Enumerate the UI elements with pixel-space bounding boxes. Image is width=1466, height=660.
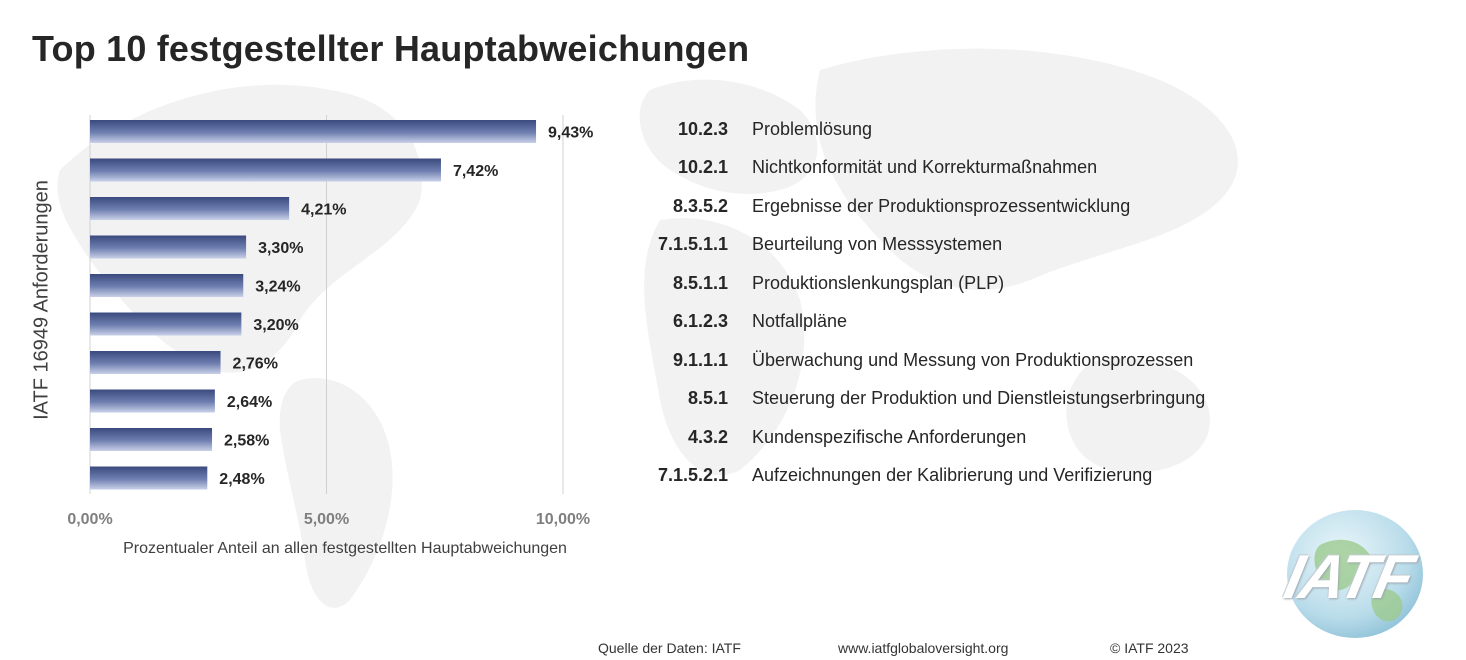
requirement-row: 4.3.2 Kundenspezifische Anforderungen xyxy=(620,418,1320,456)
requirement-text: Nichtkonformität und Korrekturmaßnahmen xyxy=(752,157,1098,177)
requirement-row: 8.5.1.1 Produktionslenkungsplan (PLP) xyxy=(620,264,1320,302)
requirement-row: 8.5.1 Steuerung der Produktion und Diens… xyxy=(620,380,1320,418)
requirement-row: 7.1.5.2.1 Aufzeichnungen der Kalibrierun… xyxy=(620,457,1320,495)
requirement-row: 10.2.1 Nichtkonformität und Korrekturmaß… xyxy=(620,149,1320,187)
bar xyxy=(90,120,537,143)
x-tick-label: 10,00% xyxy=(536,511,590,528)
data-label: 2,64% xyxy=(227,394,272,411)
copyright: © IATF 2023 xyxy=(1110,640,1189,656)
data-label: 9,43% xyxy=(548,125,593,142)
requirement-code: 10.2.1 xyxy=(677,157,728,177)
requirement-text: Kundenspezifische Anforderungen xyxy=(752,426,1027,447)
x-tick-label: 5,00% xyxy=(304,511,349,528)
data-label: 4,21% xyxy=(301,202,346,219)
requirement-text: Notfallpläne xyxy=(752,311,848,331)
data-label: 3,24% xyxy=(255,279,300,296)
requirement-text: Aufzeichnungen der Kalibrierung und Veri… xyxy=(752,465,1153,485)
requirement-code: 4.3.2 xyxy=(687,426,728,447)
requirement-code: 7.1.5.2.1 xyxy=(657,465,728,485)
requirement-code: 6.1.2.3 xyxy=(672,311,728,331)
y-axis-label: IATF 16949 Anforderungen xyxy=(30,180,53,420)
data-label: 7,42% xyxy=(453,163,498,180)
requirement-text: Ergebnisse der Produktionsprozessentwick… xyxy=(752,195,1131,216)
bar xyxy=(90,351,221,374)
requirement-code: 7.1.5.1.1 xyxy=(657,234,728,254)
requirement-code: 8.5.1.1 xyxy=(672,272,728,293)
requirement-row: 7.1.5.1.1 Beurteilung von Messsystemen xyxy=(620,226,1320,264)
requirement-text: Beurteilung von Messsystemen xyxy=(752,234,1003,254)
data-label: 2,58% xyxy=(224,433,269,450)
requirement-text: Produktionslenkungsplan (PLP) xyxy=(752,272,1005,293)
bar xyxy=(90,312,242,336)
requirement-row: 9.1.1.1 Überwachung und Messung von Prod… xyxy=(620,341,1320,379)
bar xyxy=(90,389,215,413)
bar xyxy=(90,466,208,490)
requirement-code: 8.5.1 xyxy=(687,388,728,408)
requirement-text: Überwachung und Messung von Produktionsp… xyxy=(752,349,1194,370)
requirement-row: 8.3.5.2 Ergebnisse der Produktionsprozes… xyxy=(620,187,1320,225)
iatf-globe-logo xyxy=(1287,510,1423,638)
data-label: 3,30% xyxy=(258,240,303,257)
requirement-row: 10.2.3 Problemlösung xyxy=(620,110,1320,148)
requirement-text: Steuerung der Produktion und Dienstleist… xyxy=(752,388,1206,408)
bar xyxy=(90,274,244,297)
requirement-code: 8.3.5.2 xyxy=(672,195,728,216)
requirement-text: Problemlösung xyxy=(752,118,873,139)
requirement-code: 9.1.1.1 xyxy=(672,349,728,370)
data-label: 2,76% xyxy=(233,356,278,373)
logo-text: IATF xyxy=(1278,543,1419,612)
bar xyxy=(90,158,441,182)
requirement-code: 10.2.3 xyxy=(677,118,728,139)
requirement-row: 6.1.2.3 Notfallpläne xyxy=(620,303,1320,341)
x-tick-label: 0,00% xyxy=(67,511,112,528)
bar xyxy=(90,197,290,220)
data-label: 2,48% xyxy=(219,471,264,488)
data-label: 3,20% xyxy=(253,317,298,334)
footer-url: www.iatfglobaloversight.org xyxy=(838,640,1009,656)
x-axis-label: Prozentualer Anteil an allen festgestell… xyxy=(123,540,567,557)
bar xyxy=(90,235,247,259)
page-title: Top 10 festgestellter Hauptabweichungen xyxy=(32,28,750,69)
source-note: Quelle der Daten: IATF xyxy=(598,640,741,656)
bar xyxy=(90,428,213,451)
bar-chart: 9,43% 7,42% 4,21% 3,30% 3,24% 3,20% 2,76% 2,64%… xyxy=(67,115,593,528)
